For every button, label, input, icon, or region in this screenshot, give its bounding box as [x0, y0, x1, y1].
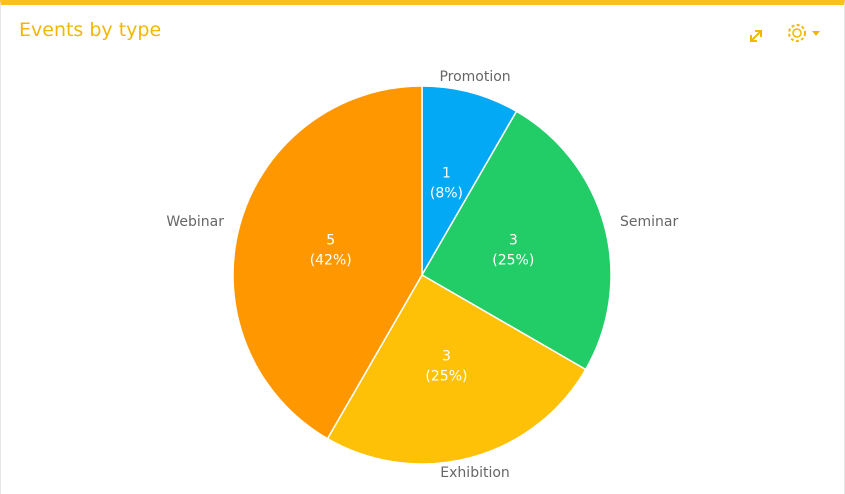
pie-slice — [421, 85, 518, 278]
slice-value: 3 — [442, 348, 451, 364]
widget-title: Events by type — [19, 19, 162, 41]
settings-icon[interactable] — [783, 17, 827, 47]
slice-label: Webinar — [166, 214, 224, 230]
pie-slice — [232, 85, 423, 440]
expand-icon[interactable] — [741, 21, 771, 51]
slice-value: 1 — [442, 166, 451, 182]
pie-slice — [326, 273, 587, 465]
slice-percent: (8%) — [430, 186, 463, 202]
slice-label: Promotion — [439, 69, 510, 85]
slice-percent: (25%) — [492, 253, 534, 269]
slice-label: Exhibition — [440, 465, 510, 481]
pie-chart: 1 (8%) Promotion 3 (25%) Seminar 3 (25%) Exhibit… — [166, 69, 678, 481]
pie-slice — [420, 110, 612, 371]
slice-label: Seminar — [620, 214, 678, 230]
slice-percent: (42%) — [310, 253, 352, 269]
slice-value: 5 — [326, 233, 335, 249]
slice-value: 3 — [509, 233, 518, 249]
slice-percent: (25%) — [425, 368, 467, 384]
